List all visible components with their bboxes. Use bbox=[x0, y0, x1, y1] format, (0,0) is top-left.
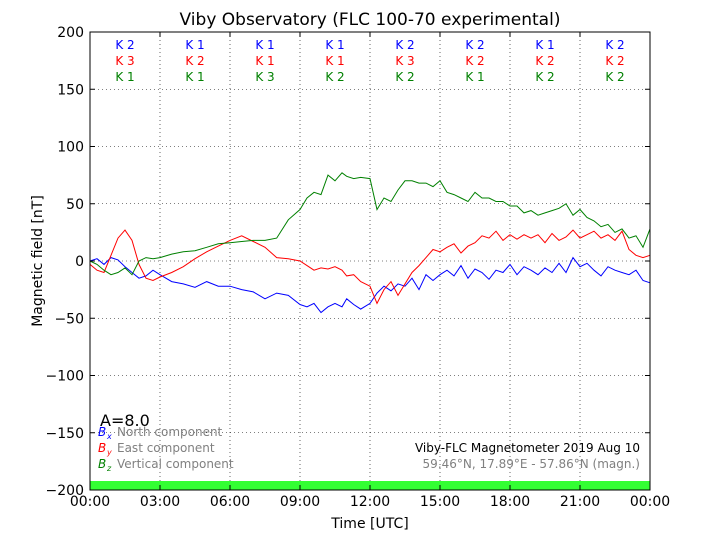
station-coordinates: 59.46°N, 17.89°E - 57.86°N (magn.) bbox=[423, 457, 640, 471]
x-tick-label: 09:00 bbox=[280, 494, 320, 510]
legend-entry: Vertical component bbox=[117, 457, 234, 471]
x-tick-label: 00:00 bbox=[630, 494, 670, 510]
y-tick-label: 100 bbox=[57, 140, 84, 156]
legend-symbol: B bbox=[98, 457, 106, 471]
series-layer bbox=[89, 172, 651, 314]
magnetometer-label: Viby-FLC Magnetometer 2019 Aug 10 bbox=[415, 441, 640, 455]
k-index-label: K 1 bbox=[325, 54, 344, 68]
x-tick-label: 06:00 bbox=[210, 494, 250, 510]
k-index-label: K 1 bbox=[185, 38, 204, 52]
legend-entry: North component bbox=[117, 425, 223, 439]
x-tick-label: 03:00 bbox=[140, 494, 180, 510]
x-tick-label: 15:00 bbox=[420, 494, 460, 510]
series-line-z bbox=[89, 172, 651, 276]
k-index-label: K 2 bbox=[325, 70, 344, 84]
k-index-label: K 2 bbox=[185, 54, 204, 68]
y-tick-label: 150 bbox=[57, 82, 84, 98]
k-index-label: K 1 bbox=[325, 38, 344, 52]
k-index-table: K 2 K 1 K 1 K 1 K 2 K 2 K 1 K 2 K 3 K 2 K 1 K 1 K 3 K… bbox=[115, 38, 624, 84]
k-index-label: K 2 bbox=[605, 70, 624, 84]
legend-symbol: B bbox=[98, 441, 106, 455]
k-index-label: K 1 bbox=[535, 38, 554, 52]
series-line-x bbox=[89, 256, 651, 314]
k-index-label: K 3 bbox=[395, 54, 414, 68]
k-index-label: K 1 bbox=[115, 70, 134, 84]
axis-ticks: 00:00 03:00 06:00 09:00 12:00 15:00 18:00 21:00… bbox=[46, 25, 671, 510]
chart-title: Viby Observatory (FLC 100-70 experimenta… bbox=[180, 10, 561, 30]
y-tick-label: −150 bbox=[46, 426, 84, 442]
k-index-label: K 2 bbox=[605, 38, 624, 52]
legend-entry: East component bbox=[117, 441, 215, 455]
k-index-label: K 2 bbox=[395, 38, 414, 52]
k-index-label: K 1 bbox=[185, 70, 204, 84]
legend-subscript: z bbox=[106, 464, 112, 473]
y-tick-label: −100 bbox=[46, 369, 84, 385]
k-index-label: K 2 bbox=[535, 54, 554, 68]
legend-symbol: B bbox=[98, 425, 106, 439]
legend-subscript: y bbox=[106, 448, 112, 457]
legend-subscript: x bbox=[106, 432, 112, 441]
k-index-label: K 2 bbox=[465, 54, 484, 68]
k-index-label: K 2 bbox=[115, 38, 134, 52]
x-tick-label: 00:00 bbox=[70, 494, 110, 510]
x-tick-label: 18:00 bbox=[490, 494, 530, 510]
series-line-y bbox=[89, 229, 651, 305]
activity-index: A=8.0 bbox=[100, 411, 150, 430]
k-index-label: K 1 bbox=[255, 54, 274, 68]
k-index-label: K 3 bbox=[255, 70, 274, 84]
x-axis-label: Time [UTC] bbox=[330, 516, 408, 532]
k-index-label: K 3 bbox=[115, 54, 134, 68]
x-tick-label: 21:00 bbox=[560, 494, 600, 510]
x-tick-label: 12:00 bbox=[350, 494, 390, 510]
k-index-label: K 1 bbox=[255, 38, 274, 52]
grid-lines bbox=[89, 31, 651, 491]
y-tick-label: −50 bbox=[54, 311, 84, 327]
k-index-label: K 1 bbox=[465, 70, 484, 84]
y-tick-label: −200 bbox=[46, 483, 84, 499]
y-tick-label: 50 bbox=[66, 197, 84, 213]
k-index-label: K 2 bbox=[395, 70, 414, 84]
k-index-label: K 2 bbox=[465, 38, 484, 52]
k-index-label: K 2 bbox=[605, 54, 624, 68]
y-tick-label: 0 bbox=[75, 254, 84, 270]
y-tick-label: 200 bbox=[57, 25, 84, 41]
y-axis-label: Magnetic field [nT] bbox=[30, 195, 46, 327]
k-index-label: K 2 bbox=[535, 70, 554, 84]
